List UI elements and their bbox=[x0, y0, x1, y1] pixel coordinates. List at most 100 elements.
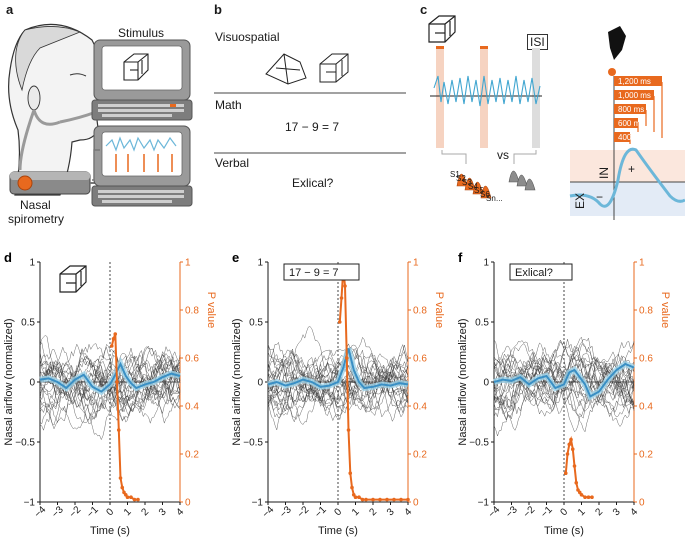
y-tick-label: 0 bbox=[29, 378, 35, 389]
minus-label: − bbox=[596, 190, 604, 204]
math-expression: 17 − 9 = 7 bbox=[285, 120, 340, 134]
y2-tick-label: 0 bbox=[639, 498, 645, 509]
p-value-point bbox=[579, 493, 584, 497]
p-value-point bbox=[574, 481, 579, 485]
breath-phase-diagram bbox=[569, 26, 685, 220]
x-axis-label: Time (s) bbox=[544, 525, 584, 537]
x-tick-label: −1 bbox=[313, 504, 329, 520]
y2-tick-label: 1 bbox=[185, 258, 191, 269]
ex-label: EX bbox=[573, 192, 588, 210]
divider-2 bbox=[214, 152, 406, 154]
visuospatial-label: Visuospatial bbox=[215, 30, 280, 44]
trial-trace bbox=[39, 343, 181, 415]
trial-trace bbox=[267, 356, 409, 414]
spirometry-device bbox=[9, 171, 100, 195]
trial-trace bbox=[267, 343, 409, 422]
seq-label: S6 bbox=[480, 190, 490, 199]
inset-box bbox=[509, 263, 573, 281]
x-tick-label: 1 bbox=[576, 506, 588, 518]
p-value-point bbox=[125, 495, 130, 499]
panel-letter-d: d bbox=[4, 250, 12, 265]
p-value-point bbox=[371, 497, 375, 502]
y-tick-label: −0.5 bbox=[243, 438, 263, 449]
y-tick-label: −1 bbox=[478, 498, 490, 509]
p-value-point bbox=[115, 380, 119, 384]
trial-trace bbox=[39, 341, 181, 406]
x-tick-label: 0 bbox=[558, 506, 570, 518]
stimulus-label: Stimulus bbox=[118, 26, 165, 40]
trial-trace bbox=[39, 347, 181, 400]
p-value-point bbox=[570, 447, 575, 451]
panel-letter-e: e bbox=[232, 250, 239, 265]
p-value-point bbox=[136, 497, 140, 502]
p-value-point bbox=[343, 284, 347, 288]
x-tick-label: 1 bbox=[350, 506, 362, 518]
trial-trace bbox=[267, 348, 409, 400]
p-value-point bbox=[399, 497, 403, 502]
y-tick-label: 1 bbox=[257, 258, 263, 269]
y-tick-label: 1 bbox=[29, 258, 35, 269]
y-tick-label: −0.5 bbox=[15, 438, 35, 449]
seq-label: S2 bbox=[456, 174, 466, 183]
in-label: IN bbox=[597, 167, 611, 179]
durations-group: 1,200 ms 1,000 ms 800 ms 600 ms 400 ms bbox=[614, 75, 685, 155]
trial-trace bbox=[39, 343, 181, 411]
y-tick-label: 0 bbox=[483, 378, 489, 389]
p-value-point bbox=[586, 495, 591, 499]
y2-tick-label: 0.4 bbox=[639, 402, 653, 413]
x-tick-label: 2 bbox=[593, 506, 605, 518]
y2-tick-label: 0 bbox=[413, 498, 419, 509]
x-tick-label: 3 bbox=[157, 506, 169, 518]
y-axis-label: Nasal airflow (normalized) bbox=[457, 318, 469, 445]
y2-tick-label: 0.2 bbox=[413, 450, 427, 461]
p-value-point bbox=[565, 452, 570, 456]
p-value-point bbox=[360, 497, 365, 502]
duration-label: 1,000 ms bbox=[618, 91, 651, 100]
y-axis-label: Nasal airflow (normalized) bbox=[3, 318, 15, 445]
duration-label: 400 ms bbox=[618, 133, 645, 142]
x-tick-label: 3 bbox=[385, 506, 397, 518]
seq-label: S4 bbox=[468, 182, 478, 191]
cube-icon-c bbox=[428, 15, 456, 43]
x-tick-label: −2 bbox=[521, 504, 537, 520]
x-axis-label: Time (s) bbox=[318, 525, 358, 537]
p-value-point bbox=[353, 495, 358, 499]
y2-tick-label: 0.4 bbox=[413, 402, 427, 413]
y2-tick-label: 0.2 bbox=[639, 450, 653, 461]
p-value-point bbox=[109, 344, 114, 348]
y-axis-label: Nasal airflow (normalized) bbox=[231, 318, 243, 445]
p-value-point bbox=[344, 356, 349, 360]
p-value-point bbox=[385, 497, 389, 502]
panel-letter-a: a bbox=[6, 2, 14, 17]
duration-label: 1,200 ms bbox=[618, 77, 651, 86]
inset-label: Exlical? bbox=[515, 267, 553, 279]
trial-trace bbox=[493, 357, 635, 418]
x-tick-label: −3 bbox=[278, 504, 294, 520]
y2-axis-label: P value bbox=[659, 292, 671, 329]
x-tick-label: 2 bbox=[139, 506, 151, 518]
seq-label: S3 bbox=[462, 178, 472, 187]
duration-label: 800 ms bbox=[618, 105, 645, 114]
cube-stimuli bbox=[265, 53, 349, 85]
y2-tick-label: 0.4 bbox=[185, 402, 199, 413]
p-value-point bbox=[364, 497, 368, 502]
inset-label: 17 − 9 = 7 bbox=[289, 267, 339, 279]
spirometry-label-2: spirometry bbox=[8, 212, 65, 226]
panel-letter-c: c bbox=[420, 2, 428, 17]
y2-axis-label: P value bbox=[433, 292, 445, 329]
p-value-point bbox=[357, 495, 361, 499]
y-tick-label: 0.5 bbox=[21, 318, 35, 329]
panel-letter-b: b bbox=[214, 2, 222, 17]
plus-label: + bbox=[628, 162, 636, 176]
cube-inset-icon bbox=[59, 265, 87, 293]
y2-tick-label: 0.6 bbox=[185, 354, 199, 365]
p-value-point bbox=[348, 471, 353, 475]
trial-trace bbox=[493, 345, 635, 421]
y2-tick-label: 1 bbox=[639, 258, 645, 269]
verbal-word: Exlical? bbox=[292, 176, 334, 190]
x-tick-label: −2 bbox=[295, 504, 311, 520]
x-tick-label: 0 bbox=[332, 506, 344, 518]
